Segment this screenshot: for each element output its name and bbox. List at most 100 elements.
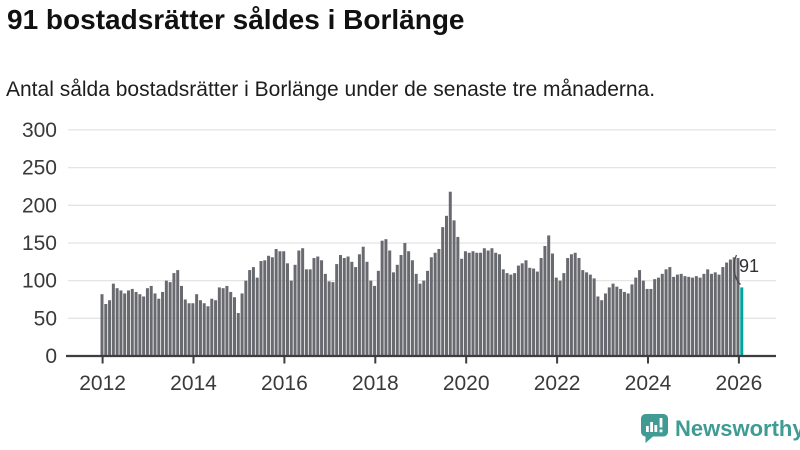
chart-bar [698,277,702,356]
chart-bar [327,281,331,356]
chart-bar [134,291,138,356]
x-tick-label: 2022 [534,372,581,395]
chart-bar [369,280,373,356]
chart-bar [304,269,308,356]
chart-bar [702,273,706,356]
chart-bar [471,251,475,356]
chart-bar [479,252,483,356]
chart-bar [585,272,589,356]
x-tick-label: 2018 [352,372,399,395]
chart-bar [441,227,445,356]
chart-bar [649,288,653,356]
chart-bar [195,294,199,356]
logo-bar [654,425,658,432]
chart-bar [600,300,604,356]
chart-bar [282,251,286,356]
chart-bar [206,306,210,356]
chart-bar [331,282,335,356]
chart-bar [259,261,263,356]
chart-bar [263,260,267,356]
chart-bar [123,293,127,356]
chart-bar [172,273,176,356]
chart-bar [187,303,191,356]
chart-bar [486,250,490,356]
chart-bar [357,254,361,356]
chart-bar [513,273,517,356]
chart-bar [672,276,676,356]
chart-bar [354,267,358,356]
chart-bar [721,267,725,356]
chart-bar [285,263,289,356]
chart-bar [566,258,570,356]
chart-bar [391,272,395,356]
chart-bar [607,287,611,356]
chart-bar [638,270,642,356]
chart-bar [270,257,274,356]
chart-bar [308,269,312,356]
chart-bar [365,261,369,356]
chart-bar [244,280,248,356]
chart-bar [161,291,165,356]
chart-bar [229,291,233,356]
chart-bar [127,290,130,356]
chart-bar [732,257,736,356]
chart-bar [611,283,615,356]
chart-bar [725,262,729,356]
chart-bar [520,263,524,356]
chart-bar [384,239,388,356]
chart-bar [248,270,252,356]
newsworthy-wordmark: Newsworthy [675,415,800,441]
chart-bar [138,294,142,356]
chart-bar [456,236,460,356]
chart-bar [373,285,377,356]
chart-bar [547,235,551,356]
chart-bar [641,280,645,356]
chart-bar [626,293,630,356]
chart-bar [467,252,471,356]
x-tick-label: 2026 [716,372,763,395]
chart-bar [528,267,532,356]
chart-bar [145,288,149,356]
chart-bar [569,254,573,356]
chart-bar [418,283,422,356]
chart-bar [558,280,562,356]
chart-bar [573,252,577,356]
chart-bar [497,254,501,356]
chart-bar [562,273,566,356]
chart-bar [312,258,316,356]
chart-bar [380,240,384,356]
chart-bar [225,285,229,356]
chart-bar [233,297,236,356]
chart-bar [108,300,112,356]
chart-bar [316,256,320,356]
chart-bar [592,278,596,356]
chart-bar [236,313,240,356]
chart-bar [539,258,543,356]
x-tick-label: 2020 [443,372,490,395]
logo-exclamation-dot [659,429,663,433]
chart-bar [709,273,713,356]
chart-bar [634,277,638,356]
chart-bar [342,258,346,356]
chart-bar [736,258,740,356]
chart-bar [240,293,244,356]
chart-bar [297,250,301,356]
chart-bar [615,286,619,356]
newsworthy-branding: Newsworthy [641,414,800,443]
chart-bar [675,274,679,356]
chart-bar [694,276,698,356]
chart-bar [482,248,486,356]
logo-exclamation-stem [659,418,663,428]
y-tick-label: 300 [22,119,57,142]
y-tick-label: 250 [22,157,57,180]
chart-bar [653,279,657,356]
chart-bar [278,251,282,356]
chart-bar [111,283,115,356]
chart-bar [452,220,456,356]
chart-bar [350,261,354,356]
chart-bar [130,288,134,356]
chart-bar [426,270,430,356]
y-tick-label: 100 [22,270,57,293]
chart-bar [622,291,626,356]
chart-bar [168,282,172,356]
